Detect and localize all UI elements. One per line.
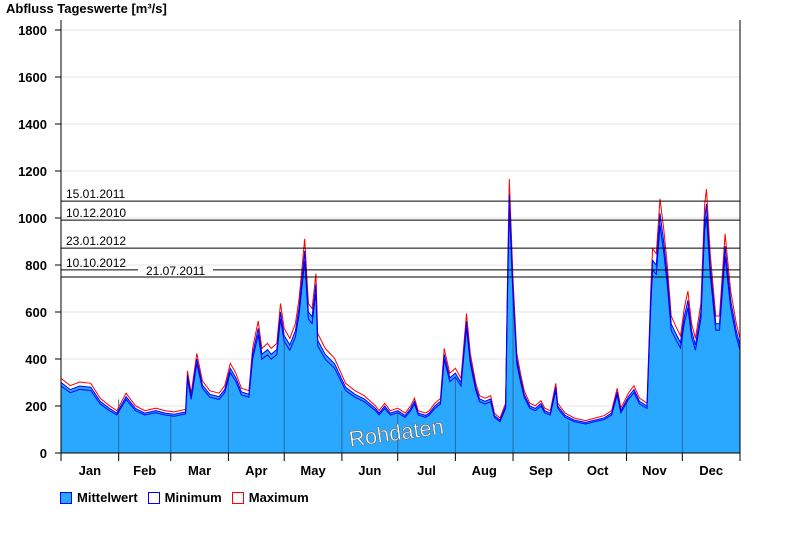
y-tick-label: 600	[25, 305, 47, 320]
y-tick-label: 800	[25, 258, 47, 273]
reference-label: 15.01.2011	[66, 187, 125, 201]
y-tick-label: 1400	[18, 117, 47, 132]
x-tick-label: Dec	[699, 463, 723, 478]
y-tick-label: 1200	[18, 164, 47, 179]
max-line	[60, 178, 741, 422]
y-tick-label: 1800	[18, 23, 47, 38]
x-tick-label: Feb	[133, 463, 156, 478]
x-tick-label: Mar	[188, 463, 211, 478]
x-tick-label: Aug	[472, 463, 497, 478]
reference-label: 10.10.2012	[66, 256, 126, 270]
reference-label: 21.07.2011	[146, 264, 205, 278]
mean-area	[61, 194, 740, 453]
x-tick-label: Jul	[417, 463, 436, 478]
legend-swatch-mean	[60, 491, 72, 504]
y-tick-label: 0	[40, 446, 47, 461]
legend-item-max: Maximum	[231, 490, 309, 505]
legend-label: Maximum	[248, 490, 309, 505]
x-tick-label: Apr	[245, 463, 267, 478]
legend-label: Minimum	[164, 490, 222, 505]
y-tick-label: 400	[25, 352, 47, 367]
reference-label: 23.01.2012	[66, 234, 126, 248]
x-tick-label: Jun	[358, 463, 381, 478]
legend-item-min: Minimum	[147, 490, 222, 505]
y-tick-label: 200	[25, 399, 47, 414]
legend-swatch-max	[231, 491, 244, 504]
legend: Mittelwert Minimum Maximum	[60, 490, 309, 505]
x-tick-label: Nov	[642, 463, 667, 478]
legend-item-mean: Mittelwert	[60, 490, 138, 505]
x-tick-label: Sep	[529, 463, 553, 478]
legend-swatch-min	[147, 491, 160, 504]
x-tick-label: Oct	[587, 463, 609, 478]
mean-line	[60, 194, 741, 423]
chart-title: Abfluss Tageswerte [m³/s]	[6, 1, 167, 16]
x-tick-label: May	[300, 463, 326, 478]
y-tick-label: 1600	[18, 70, 47, 85]
min-line	[60, 207, 741, 425]
x-tick-label: Jan	[79, 463, 101, 478]
reference-label: 10.12.2010	[66, 206, 126, 220]
y-tick-label: 1000	[18, 211, 47, 226]
legend-label: Mittelwert	[77, 490, 138, 505]
